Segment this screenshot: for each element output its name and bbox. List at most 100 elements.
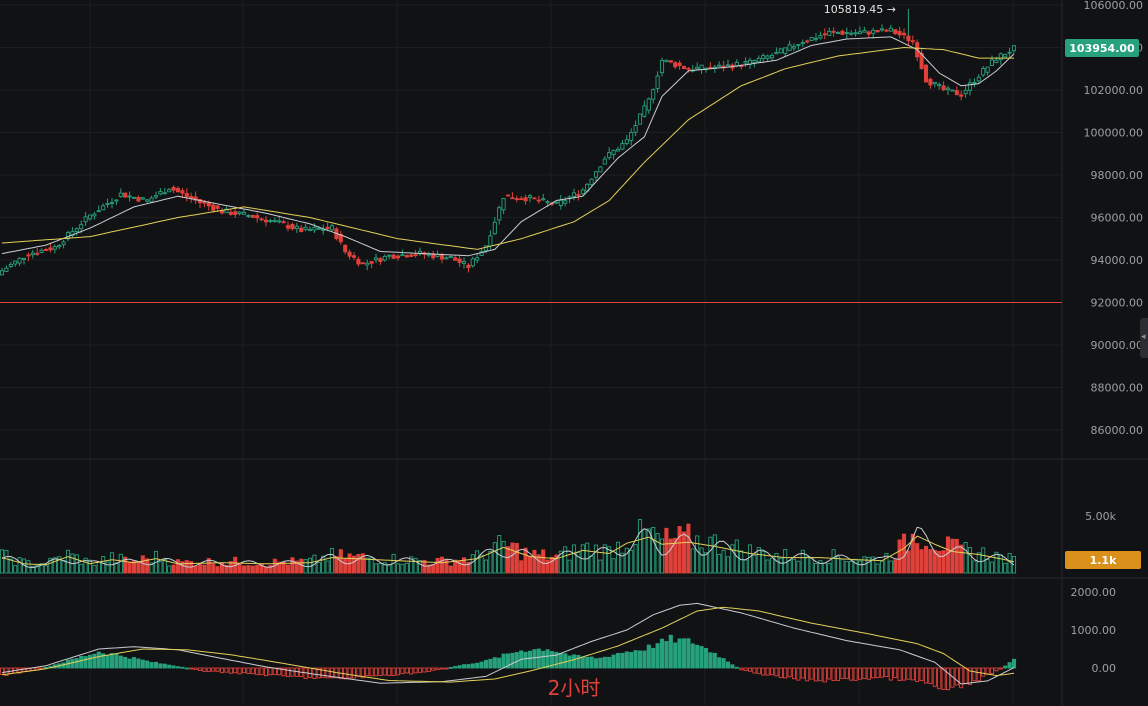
timeframe-label: 2小时 [548,676,601,700]
volume-bar-95 [417,560,423,574]
macd-hist-bar-166 [730,664,735,669]
volume-bar-103 [453,559,458,574]
candle-body-41 [180,190,185,194]
macd-hist-bar-39 [171,665,176,669]
macd-hist-bar-119 [523,651,528,669]
macd-hist-bar-176 [774,667,779,677]
macd-hist-bar-209 [919,667,924,681]
macd-hist-bar-33 [145,660,150,669]
volume-pane [0,519,1017,574]
volume-bar-109 [479,554,484,574]
volume-bar-10 [43,565,49,574]
volume-bar-125 [549,556,555,574]
volume-bar-122 [536,554,541,574]
candle-body-229 [1007,51,1012,54]
volume-bar-145 [637,519,643,574]
volume-bar-3 [13,565,18,574]
macd-hist-bar-45 [197,667,203,671]
candle-body-10 [43,249,49,251]
candle-body-137 [602,158,607,165]
candle-body-70 [307,228,313,231]
volume-bar-40 [175,559,181,574]
candle-body-224 [985,66,990,73]
volume-bar-19 [83,557,88,574]
macd-hist-bar-141 [620,652,625,669]
macd-hist-bar-189 [831,667,836,681]
candle-body-145 [637,113,643,125]
macd-hist-bar-129 [567,655,572,669]
macd-hist-bar-187 [822,667,827,683]
candle-body-66 [290,223,295,230]
candle-body-23 [101,205,106,211]
macd-hist-bar-218 [959,667,964,689]
volume-bar-160 [703,552,709,574]
macd-hist-bar-30 [131,657,137,669]
macd-hist-bar-102 [448,666,453,669]
moving-average-lines [1,36,1015,257]
candle-body-223 [981,68,986,76]
candle-body-186 [818,35,823,39]
macd-hist-bar-121 [532,649,537,669]
candle-body-118 [519,198,524,201]
candle-body-127 [558,199,563,206]
candle-body-111 [488,235,493,247]
macd-hist-bar-127 [558,652,563,669]
candle-body-51 [224,208,229,214]
macd-tick-label-1: 1000.00 [1071,624,1117,637]
macd-hist-bar-56 [246,667,251,675]
volume-bar-188 [827,562,832,574]
candle-body-80 [351,255,357,258]
macd-hist-bar-50 [219,667,225,674]
candle-body-205 [901,32,907,36]
candle-body-106 [466,264,471,269]
volume-bar-121 [532,549,537,574]
macd-hist-bar-175 [769,667,775,676]
candle-body-11 [48,247,53,251]
macd-hist-bar-40 [175,666,181,669]
candle-body-230 [1011,45,1017,52]
candle-body-82 [360,262,365,265]
candle-body-158 [695,66,700,70]
candle-body-184 [809,37,814,41]
candle-body-207 [910,40,915,43]
price-tick-label-5: 96000.00 [1091,212,1144,225]
volume-bar-166 [730,544,735,574]
candle-body-200 [879,28,885,31]
volume-tick-label-0: 5.00k [1085,510,1116,523]
macd-hist-bar-145 [637,650,643,669]
axis-collapse-handle[interactable]: ◂ [1140,318,1148,358]
volume-bar-158 [695,535,700,574]
volume-bar-0 [0,549,5,574]
candle-body-40 [175,188,181,193]
volume-bar-200 [879,560,885,574]
candle-body-161 [708,66,713,69]
volume-bar-177 [778,557,783,574]
volume-bar-32 [140,555,145,574]
candle-body-134 [589,178,594,186]
macd-hist-bar-172 [756,667,761,675]
volume-bar-193 [849,560,854,574]
candle-body-52 [228,211,233,215]
macd-hist-bar-72 [316,667,321,679]
candle-body-163 [717,64,722,67]
volume-bar-216 [950,538,955,574]
macd-hist-bar-0 [0,667,5,675]
macd-hist-bar-162 [712,652,717,669]
macd-hist-bar-222 [976,667,981,682]
candle-body-28 [123,192,128,198]
volume-bar-75 [329,547,335,574]
candle-body-6 [26,254,31,257]
macd-hist-bar-57 [250,667,255,675]
candle-body-21 [92,213,97,217]
volume-bar-154 [677,526,682,574]
volume-bar-102 [448,565,453,574]
macd-hist-bar-117 [514,652,519,669]
volume-bar-138 [607,546,612,574]
macd-hist-bar-207 [910,667,915,681]
macd-hist-bar-197 [866,667,871,680]
macd-hist-bar-4 [17,667,22,674]
volume-bar-191 [840,558,845,574]
macd-hist-bar-55 [241,667,247,674]
volume-bar-135 [593,544,599,574]
